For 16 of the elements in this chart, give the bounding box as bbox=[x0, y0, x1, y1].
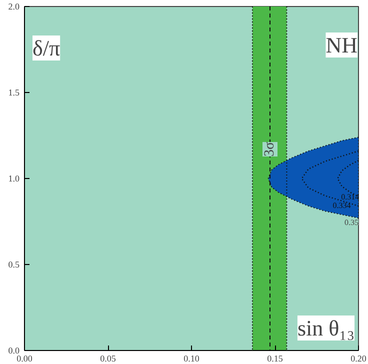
ref-line-label: 3σ bbox=[262, 142, 278, 157]
x-axis-title: sin θ₁₃ bbox=[297, 316, 355, 340]
x-tick-label: 0.20 bbox=[350, 354, 367, 364]
x-tick-label: 0.10 bbox=[184, 354, 200, 364]
y-tick-label: 1.5 bbox=[8, 88, 20, 98]
x-tick-label: 0.05 bbox=[100, 354, 116, 364]
series-label: 0.334 bbox=[332, 200, 351, 210]
y-axis-title: δ/π bbox=[32, 36, 60, 60]
text: NH bbox=[326, 32, 358, 58]
y-tick-label: 2.0 bbox=[8, 2, 20, 12]
y-tick-label: 1.0 bbox=[8, 174, 20, 184]
x-tick-label: 0.00 bbox=[16, 354, 33, 364]
y-tick-label: 0.0 bbox=[8, 346, 20, 356]
series-label: 0.35 bbox=[344, 218, 358, 228]
y-tick-label: 0.5 bbox=[8, 260, 20, 270]
x-tick-label: 0.15 bbox=[267, 354, 284, 364]
